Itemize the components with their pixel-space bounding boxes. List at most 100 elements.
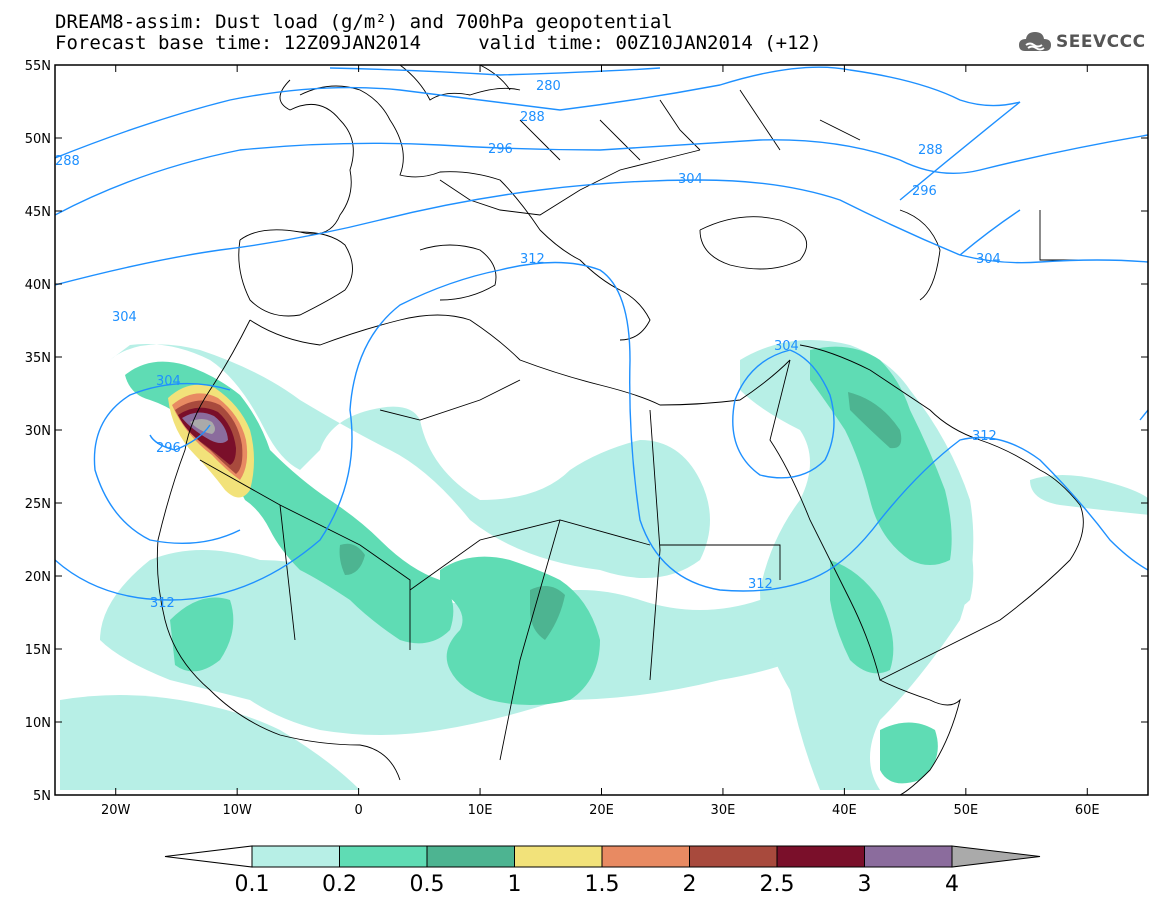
contour-label: 288 <box>55 154 80 169</box>
colorbar: 0.1 0.2 0.5 1 1.5 2 2.5 3 4 <box>164 845 1041 897</box>
lat-tick-label: 45N <box>25 205 51 220</box>
contour-label: 288 <box>520 110 545 125</box>
lon-tick-label: 20W <box>101 803 131 818</box>
contour-296 <box>55 134 1148 216</box>
lat-tick-label: 20N <box>25 570 51 585</box>
dust-region-sahel-south <box>60 695 360 790</box>
dust-region-gulf <box>1030 475 1148 515</box>
dust-region-medium-sw <box>170 597 234 672</box>
dust-region-dark-1 <box>848 392 902 449</box>
coastline-europe <box>239 79 651 341</box>
coastline-scandinavia-baltic <box>399 65 521 101</box>
dust-region-medium-redsea <box>830 560 894 674</box>
map-title-line-2: Forecast base time: 12Z09JAN2014 valid t… <box>55 32 822 54</box>
colorbar-low-arrow <box>164 845 253 868</box>
colorbar-label: 4 <box>945 872 959 897</box>
lat-tick-label: 15N <box>25 643 51 658</box>
contour-labels: 280 288 288 288 296 296 296 304 304 304 … <box>55 79 1001 611</box>
lon-tick-label: 50E <box>953 803 978 818</box>
colorbar-high-arrow <box>951 845 1041 868</box>
contour-label: 312 <box>150 596 175 611</box>
lat-tick-label: 5N <box>33 789 51 804</box>
colorbar-label: 3 <box>858 872 872 897</box>
border-africa-lines <box>199 379 781 761</box>
dust-region-medium-horn <box>880 722 938 784</box>
contour-280 <box>329 67 661 76</box>
contour-296-ne <box>899 101 1021 201</box>
lon-tick-label: 10E <box>468 803 493 818</box>
contour-label: 280 <box>536 79 561 94</box>
coastline-north-africa <box>249 314 791 406</box>
latitude-axis: 55N 50N 45N 40N 35N 30N 25N 20N 15N 10N 5N <box>25 59 1148 804</box>
colorbar-label: 0.2 <box>322 872 357 897</box>
map-area: 280 288 288 288 296 296 296 304 304 304 … <box>55 65 1148 795</box>
coastline-west-africa <box>156 319 401 781</box>
lon-tick-label: 0 <box>354 803 362 818</box>
dust-region-medium-central <box>440 556 600 705</box>
contour-304-levant-loop <box>732 349 835 479</box>
contour-304 <box>55 179 1148 286</box>
coastline-iberia <box>238 231 353 317</box>
lon-tick-label: 20E <box>589 803 614 818</box>
contour-label: 312 <box>520 252 545 267</box>
lat-tick-label: 10N <box>25 716 51 731</box>
dust-region-medium-arabia <box>810 346 952 565</box>
lon-tick-label: 30E <box>711 803 736 818</box>
colorbar-label: 0.1 <box>235 872 270 897</box>
lat-tick-label: 35N <box>25 351 51 366</box>
contour-label: 304 <box>678 172 703 187</box>
contour-label: 304 <box>774 339 799 354</box>
dust-region-sahel <box>100 410 974 735</box>
lat-tick-label: 30N <box>25 424 51 439</box>
colorbar-swatch <box>689 845 778 868</box>
contour-304-ne <box>959 209 1021 256</box>
dust-region-high-gray <box>190 419 215 434</box>
lon-tick-label: 60E <box>1075 803 1100 818</box>
colorbar-label: 2.5 <box>760 872 795 897</box>
contour-label: 312 <box>972 429 997 444</box>
colorbar-swatch <box>426 845 515 868</box>
seevccc-logo: SEEVCCC <box>1018 28 1146 56</box>
longitude-axis: 20W 10W 0 10E 20E 30E 40E 50E 60E <box>101 65 1100 818</box>
dust-shading <box>60 340 1148 790</box>
geopotential-contours <box>55 66 1148 601</box>
coastline-black-caspian <box>699 209 941 301</box>
lat-tick-label: 25N <box>25 497 51 512</box>
contour-312-east <box>1139 409 1148 421</box>
coastline-horn-africa <box>879 679 961 795</box>
contour-label: 312 <box>748 577 773 592</box>
contour-label: 304 <box>976 252 1001 267</box>
contour-312 <box>55 261 1148 601</box>
dust-region-dark-3 <box>339 543 365 575</box>
colorbar-label: 2 <box>683 872 697 897</box>
logo-text: SEEVCCC <box>1056 32 1146 52</box>
contour-label: 288 <box>918 143 943 158</box>
contour-288 <box>55 66 1021 159</box>
border-europe-lines <box>439 89 1080 261</box>
contour-label: 304 <box>156 374 181 389</box>
contour-label: 296 <box>912 184 937 199</box>
lat-tick-label: 40N <box>25 278 51 293</box>
cloud-icon <box>1019 32 1051 51</box>
colorbar-label: 1 <box>508 872 522 897</box>
colorbar-label: 0.5 <box>410 872 445 897</box>
contour-304-canary-loop <box>93 382 241 544</box>
dust-region-dark-2 <box>530 586 565 640</box>
dust-region-western-sahara <box>110 344 710 578</box>
contour-296-canary <box>149 424 211 451</box>
colorbar-swatch <box>339 845 428 868</box>
colorbar-swatch <box>251 845 340 868</box>
map-title-line-1: DREAM8-assim: Dust load (g/m²) and 700hP… <box>55 11 673 33</box>
contour-label: 296 <box>156 441 181 456</box>
lon-tick-label: 10W <box>222 803 252 818</box>
colorbar-swatch <box>864 845 953 868</box>
lat-tick-label: 55N <box>25 59 51 74</box>
coastline-red-sea-arabia <box>769 344 1084 681</box>
colorbar-swatch <box>514 845 603 868</box>
colorbar-label: 1.5 <box>585 872 620 897</box>
contour-label: 304 <box>112 310 137 325</box>
colorbar-swatch <box>601 845 690 868</box>
coastlines-borders <box>156 65 1084 795</box>
contour-label: 296 <box>488 142 513 157</box>
